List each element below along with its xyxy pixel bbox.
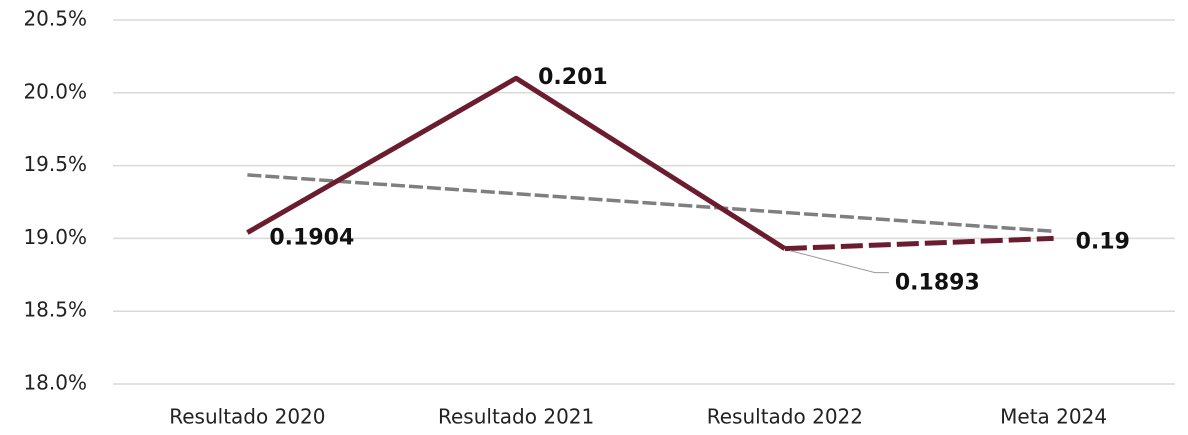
leader-line <box>789 250 889 274</box>
x-tick-label: Resultado 2021 <box>438 405 594 429</box>
trend-line <box>247 173 1054 234</box>
data-label: 0.1893 <box>895 271 980 296</box>
y-tick-label: 19.5% <box>23 152 87 176</box>
data-line <box>246 75 787 251</box>
y-tick-label: 18.5% <box>23 298 87 322</box>
data-label: 0.1904 <box>269 226 354 251</box>
y-tick-label: 20.5% <box>23 7 87 31</box>
y-tick-label: 19.0% <box>23 225 87 249</box>
data-label: 0.19 <box>1076 229 1130 254</box>
data-line <box>784 235 1054 252</box>
x-tick-label: Resultado 2022 <box>707 405 863 429</box>
y-tick-label: 18.0% <box>23 371 87 395</box>
data-label: 0.201 <box>538 65 608 90</box>
y-tick-label: 20.0% <box>23 79 87 103</box>
x-tick-label: Meta 2024 <box>1000 405 1107 429</box>
x-tick-label: Resultado 2020 <box>169 405 325 429</box>
